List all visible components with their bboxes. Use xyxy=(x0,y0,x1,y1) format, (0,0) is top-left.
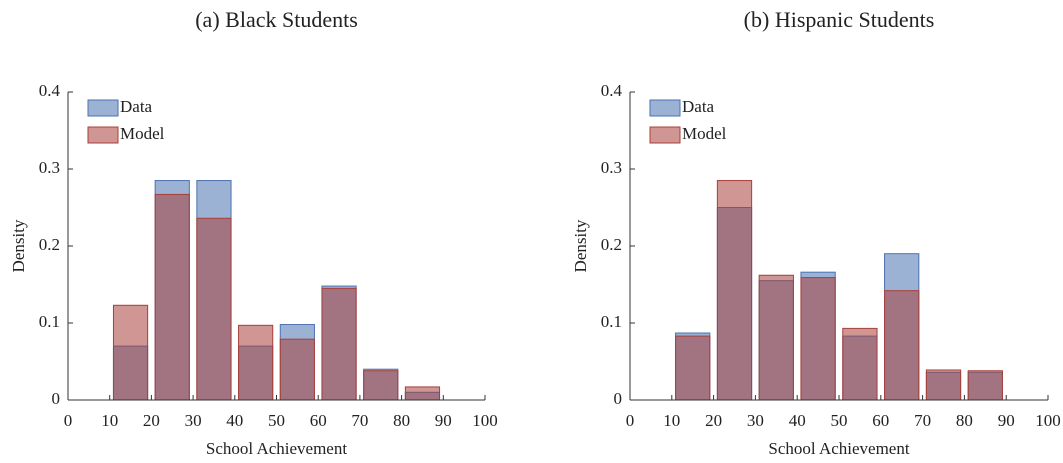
x-tick-label: 70 xyxy=(351,411,368,430)
bar xyxy=(884,290,920,401)
bar xyxy=(279,338,315,401)
y-tick-label: 0.2 xyxy=(601,235,622,254)
x-tick-label: 0 xyxy=(626,411,635,430)
x-tick-label: 60 xyxy=(872,411,889,430)
bar xyxy=(238,324,274,401)
bar xyxy=(321,287,357,401)
x-tick-label: 50 xyxy=(268,411,285,430)
x-tick-label: 10 xyxy=(101,411,118,430)
x-tick-label: 100 xyxy=(472,411,498,430)
y-tick-label: 0.1 xyxy=(601,312,622,331)
x-tick-label: 0 xyxy=(64,411,73,430)
x-tick-label: 90 xyxy=(435,411,452,430)
x-tick-label: 10 xyxy=(663,411,680,430)
x-tick-label: 50 xyxy=(831,411,848,430)
x-tick-label: 80 xyxy=(393,411,410,430)
bar xyxy=(925,369,962,401)
y-axis-label: Density xyxy=(571,219,590,272)
y-tick-label: 0.1 xyxy=(39,312,60,331)
legend-label: Data xyxy=(682,97,715,116)
legend-label: Model xyxy=(120,124,165,143)
bar xyxy=(800,277,836,401)
bar xyxy=(363,370,399,401)
legend-swatch xyxy=(649,99,681,117)
x-tick-label: 30 xyxy=(747,411,764,430)
y-tick-label: 0.3 xyxy=(601,158,622,177)
x-axis-label: School Achievement xyxy=(768,439,909,458)
y-tick-label: 0 xyxy=(52,389,61,408)
bar xyxy=(716,180,753,401)
bar xyxy=(196,217,232,401)
y-tick-label: 0.4 xyxy=(601,81,623,100)
bar xyxy=(842,327,878,401)
x-tick-label: 80 xyxy=(956,411,973,430)
x-tick-label: 20 xyxy=(705,411,722,430)
y-tick-label: 0.2 xyxy=(39,235,60,254)
panel-title: (b) Hispanic Students xyxy=(744,7,935,32)
bar xyxy=(154,193,190,401)
bar xyxy=(967,370,1003,401)
x-tick-label: 30 xyxy=(185,411,202,430)
y-tick-label: 0.4 xyxy=(39,81,61,100)
bar xyxy=(758,274,794,401)
legend-label: Data xyxy=(120,97,153,116)
y-axis-label: Density xyxy=(9,219,28,272)
panel-title: (a) Black Students xyxy=(195,7,358,32)
x-tick-label: 60 xyxy=(310,411,327,430)
x-axis-label: School Achievement xyxy=(206,439,347,458)
x-tick-label: 40 xyxy=(789,411,806,430)
legend-label: Model xyxy=(682,124,727,143)
legend-swatch xyxy=(649,126,681,144)
x-tick-label: 40 xyxy=(226,411,243,430)
legend-swatch xyxy=(87,99,119,117)
x-tick-label: 20 xyxy=(143,411,160,430)
y-tick-label: 0 xyxy=(614,389,623,408)
y-tick-label: 0.3 xyxy=(39,158,60,177)
x-tick-label: 100 xyxy=(1035,411,1061,430)
legend-swatch xyxy=(87,126,119,144)
bar xyxy=(112,304,149,401)
bar xyxy=(675,335,711,401)
bar xyxy=(404,386,441,401)
x-tick-label: 70 xyxy=(914,411,931,430)
x-tick-label: 90 xyxy=(998,411,1015,430)
